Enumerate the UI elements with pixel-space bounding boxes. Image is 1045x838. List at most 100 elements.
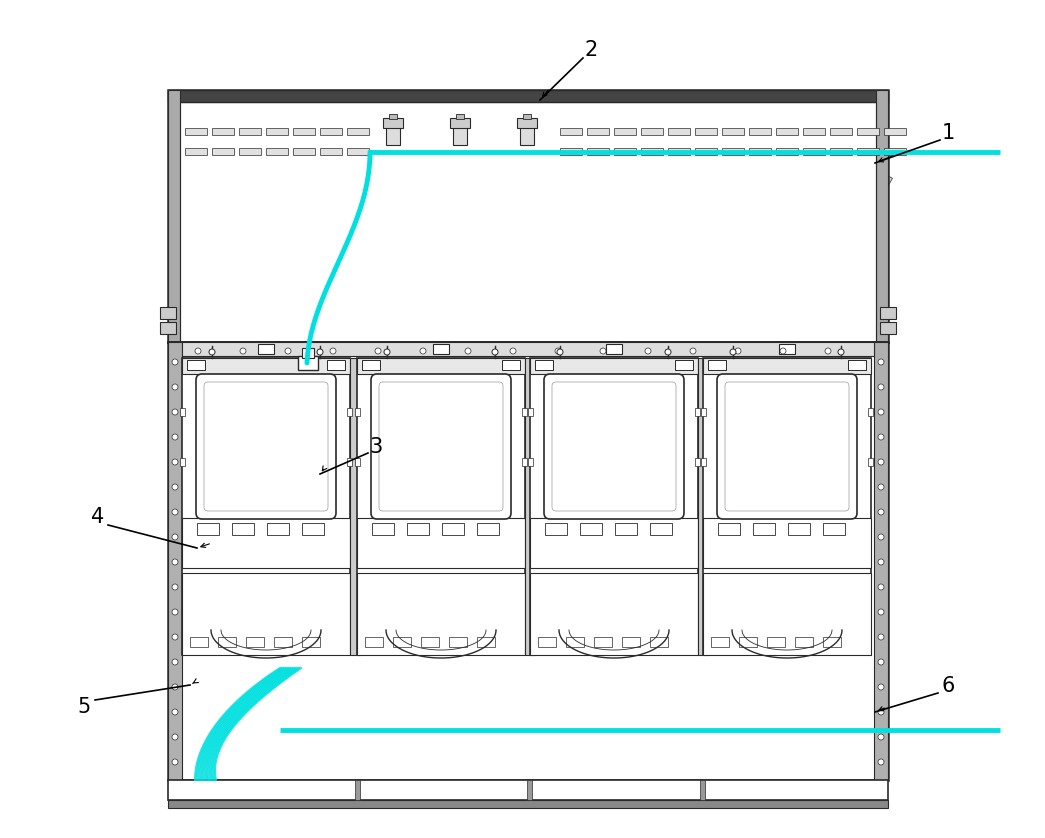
Bar (668, 148, 690, 155)
Bar (711, 637, 729, 647)
Circle shape (878, 509, 884, 515)
Bar (357, 573, 525, 655)
Bar (480, 174, 496, 195)
Bar (212, 148, 234, 155)
Circle shape (878, 409, 884, 415)
Bar (535, 360, 553, 370)
Bar (239, 148, 261, 155)
Bar (298, 356, 318, 370)
Bar (168, 342, 888, 350)
Bar (528, 408, 533, 416)
Bar (347, 148, 369, 155)
Bar (293, 128, 315, 135)
Bar (650, 637, 668, 647)
Bar (695, 148, 717, 155)
Circle shape (240, 348, 246, 354)
Bar (517, 118, 537, 128)
Bar (370, 174, 387, 195)
Bar (168, 342, 888, 780)
Text: 4: 4 (91, 507, 104, 527)
Circle shape (557, 349, 563, 355)
Circle shape (172, 409, 178, 415)
Bar (677, 174, 695, 195)
Bar (830, 128, 852, 135)
Bar (839, 174, 857, 195)
Bar (527, 780, 532, 800)
Circle shape (878, 734, 884, 740)
Bar (530, 573, 698, 655)
Bar (365, 637, 384, 647)
Bar (545, 523, 567, 535)
Bar (587, 148, 609, 155)
Circle shape (878, 459, 884, 465)
Circle shape (172, 484, 178, 490)
Bar (560, 148, 582, 155)
Bar (530, 518, 698, 568)
Bar (386, 127, 400, 145)
Bar (594, 637, 612, 647)
Bar (187, 360, 205, 370)
Bar (291, 174, 307, 195)
Bar (160, 322, 176, 334)
Bar (641, 128, 663, 135)
Circle shape (172, 559, 178, 565)
FancyBboxPatch shape (196, 374, 336, 519)
Bar (182, 358, 350, 655)
Bar (218, 174, 235, 195)
Bar (767, 637, 785, 647)
Bar (236, 174, 254, 195)
Bar (302, 637, 320, 647)
Bar (456, 114, 464, 119)
Bar (268, 523, 289, 535)
Bar (795, 637, 813, 647)
Circle shape (690, 348, 696, 354)
Bar (868, 458, 873, 466)
Bar (232, 523, 254, 535)
Bar (274, 637, 292, 647)
Circle shape (172, 434, 178, 440)
Bar (803, 148, 825, 155)
Circle shape (172, 759, 178, 765)
Bar (703, 573, 870, 655)
Text: 6: 6 (942, 676, 955, 696)
Bar (180, 408, 185, 416)
Circle shape (172, 359, 178, 365)
Circle shape (465, 348, 471, 354)
FancyBboxPatch shape (717, 374, 857, 519)
Bar (258, 344, 274, 354)
Bar (884, 148, 906, 155)
Circle shape (780, 348, 786, 354)
Bar (266, 128, 288, 135)
Bar (804, 174, 820, 195)
Circle shape (878, 634, 884, 640)
Bar (722, 128, 744, 135)
Bar (614, 148, 636, 155)
Bar (830, 148, 852, 155)
Circle shape (375, 348, 381, 354)
Bar (185, 148, 207, 155)
Bar (522, 114, 531, 119)
Bar (266, 148, 288, 155)
Bar (168, 90, 888, 102)
Bar (168, 90, 180, 342)
Bar (477, 637, 495, 647)
Bar (624, 174, 641, 195)
Bar (180, 102, 876, 342)
Bar (739, 637, 757, 647)
Bar (255, 174, 272, 195)
Bar (443, 174, 461, 195)
Bar (821, 174, 838, 195)
Bar (668, 128, 690, 135)
Bar (857, 128, 879, 135)
Circle shape (730, 349, 736, 355)
Bar (452, 127, 467, 145)
Text: 1: 1 (942, 123, 955, 143)
Circle shape (878, 359, 884, 365)
Bar (357, 358, 525, 374)
Circle shape (878, 534, 884, 540)
Bar (433, 344, 449, 354)
Bar (218, 637, 236, 647)
Bar (462, 174, 479, 195)
Bar (293, 148, 315, 155)
Bar (538, 637, 556, 647)
